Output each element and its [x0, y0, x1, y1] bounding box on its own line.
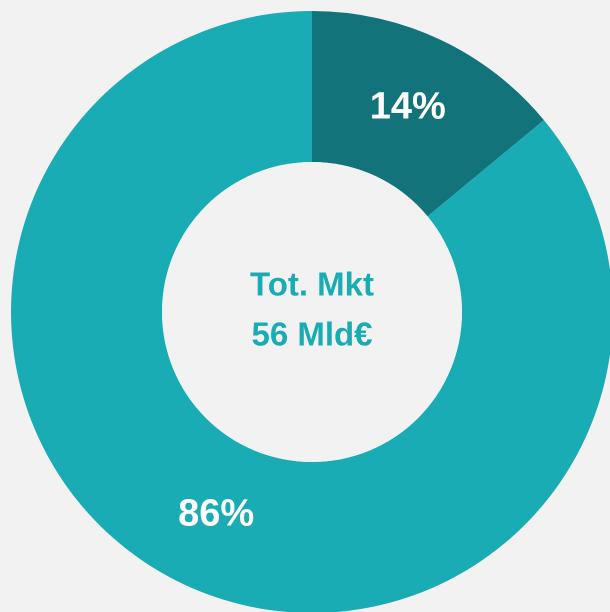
donut-hole: [162, 162, 462, 462]
slice-label: 86%: [178, 493, 254, 535]
slice-label: 14%: [370, 85, 446, 127]
center-label: 56 Mld€: [251, 316, 372, 353]
center-label: Tot. Mkt: [250, 266, 374, 303]
donut-slice: [11, 11, 610, 612]
donut-slice: [312, 11, 544, 217]
